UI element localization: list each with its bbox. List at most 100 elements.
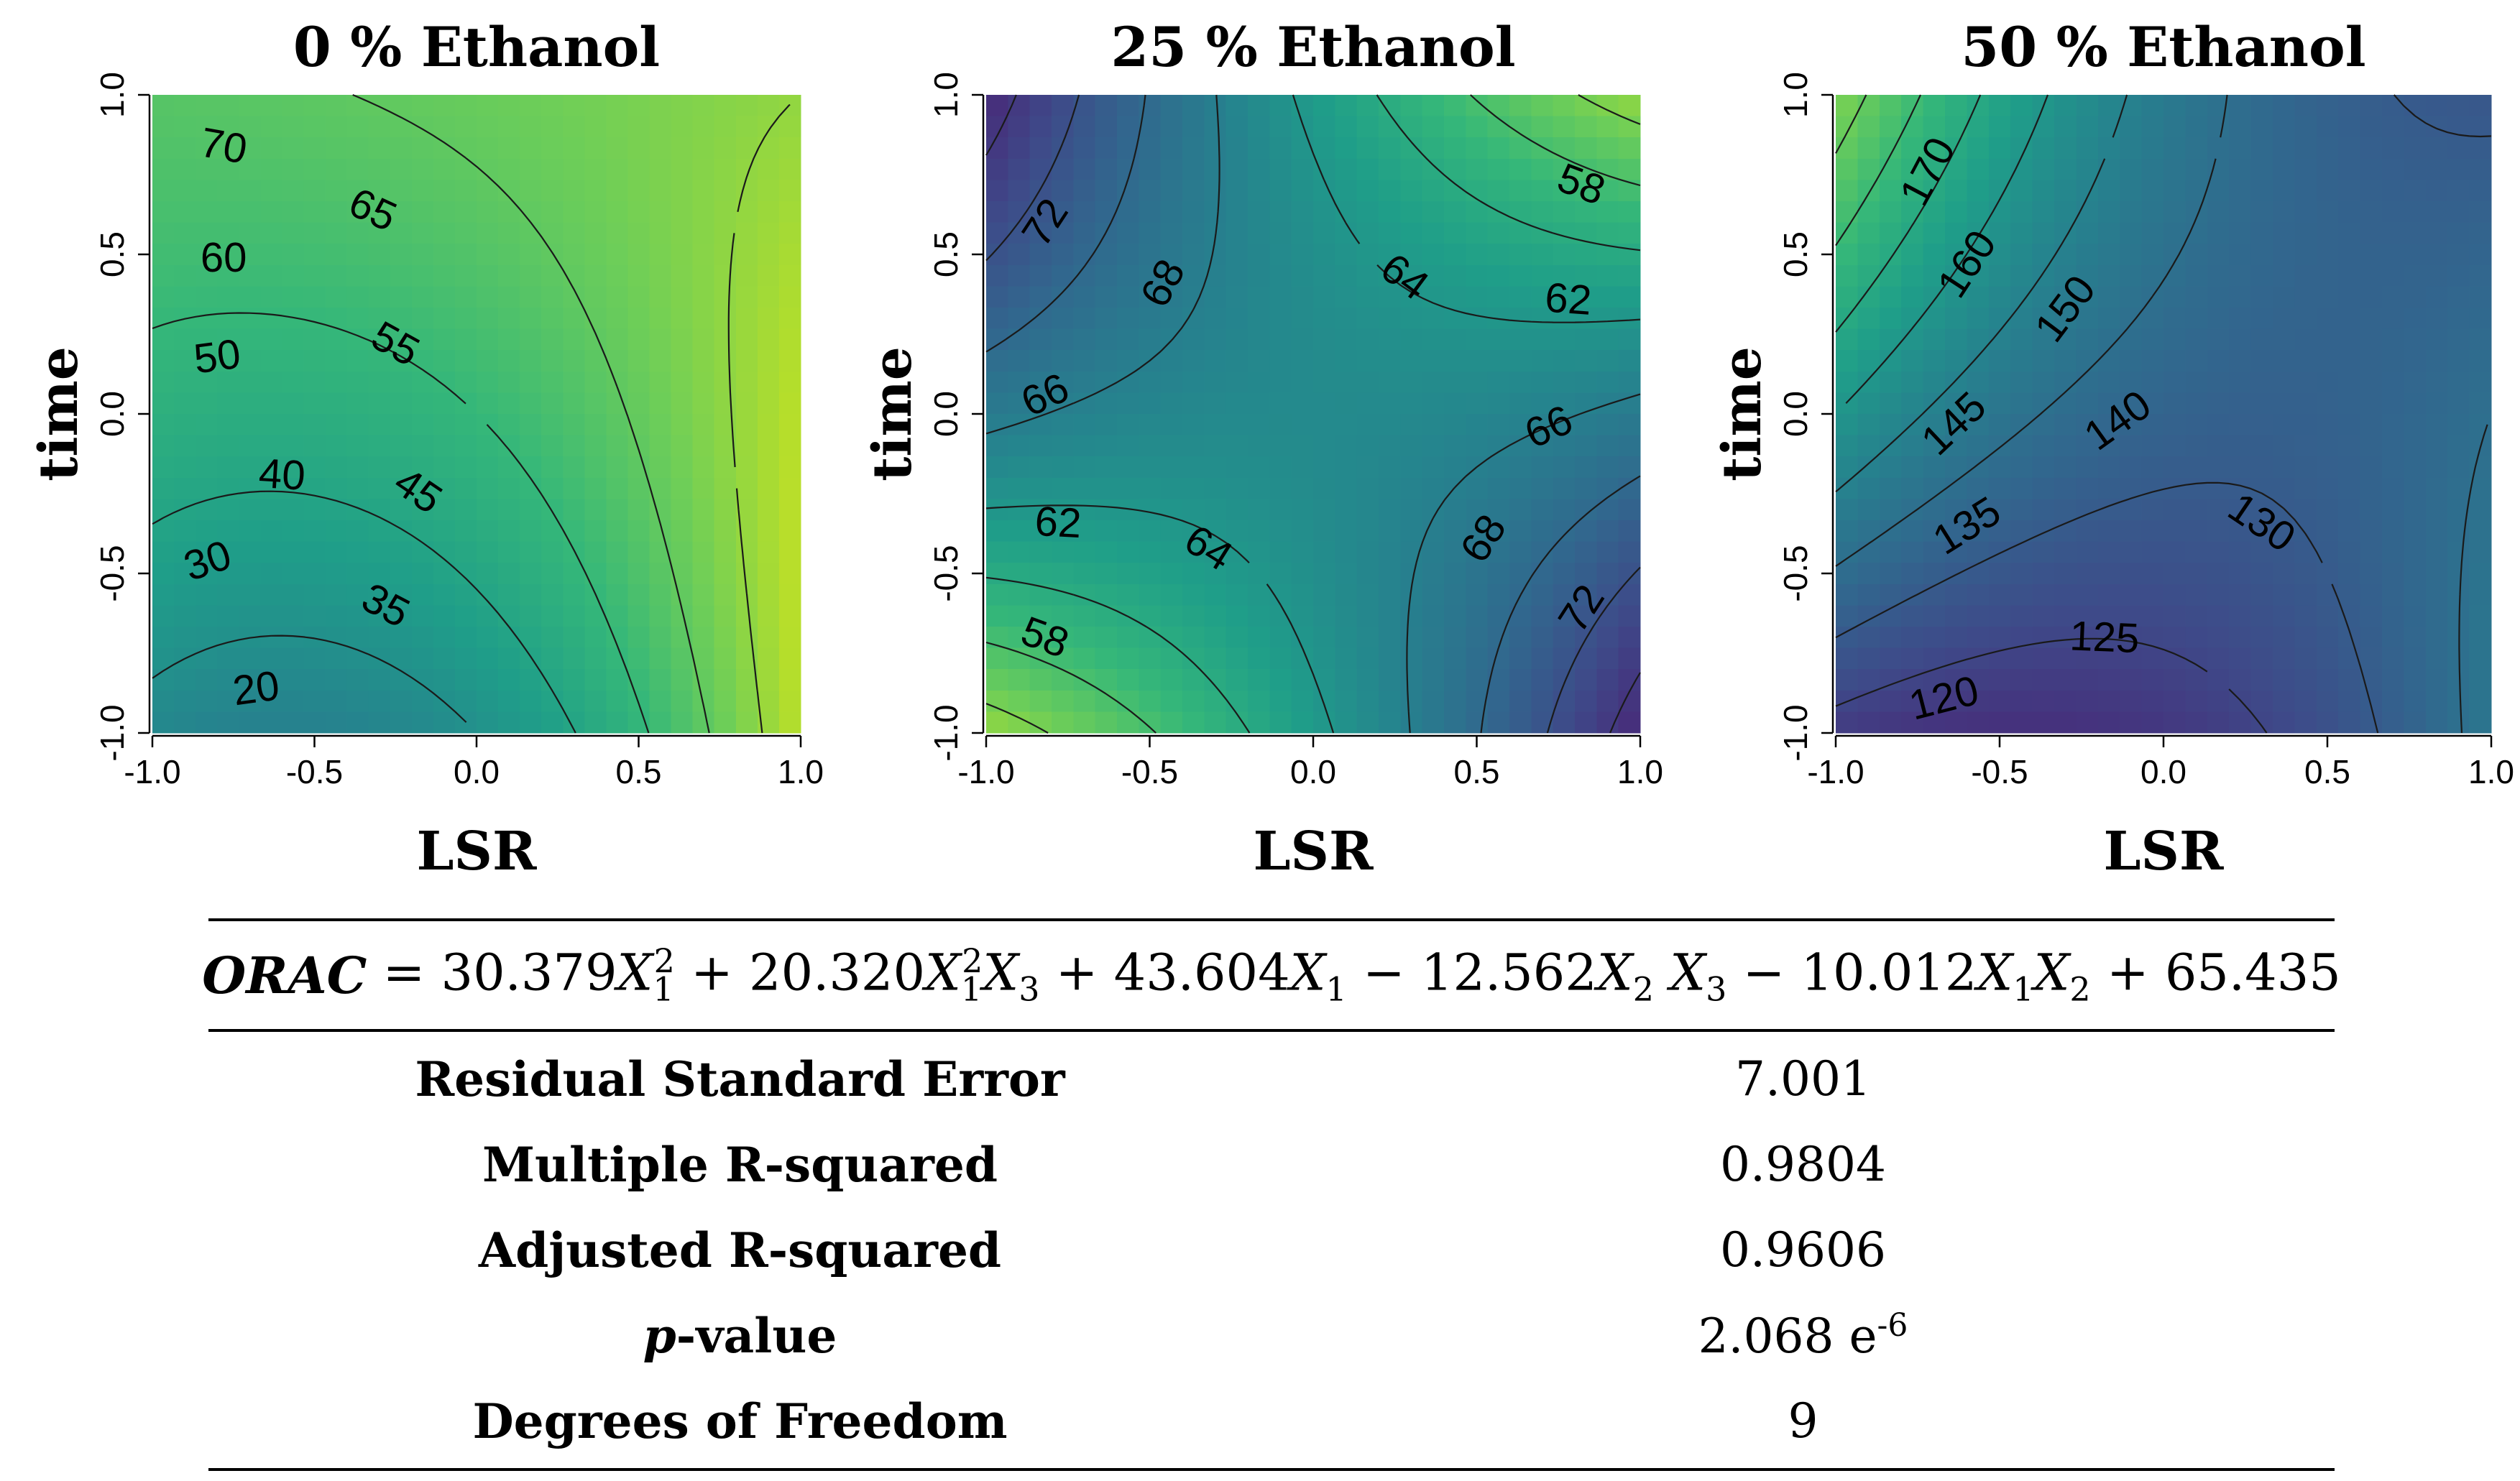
heatmap-cell [282,116,305,138]
heatmap-cell [2316,690,2339,712]
heatmap-cell [692,201,715,223]
heatmap-cell [2032,435,2055,457]
heatmap-cell [1857,308,1880,330]
heatmap-cell [2185,520,2208,543]
heatmap-cell [2097,244,2120,266]
heatmap-cell [986,308,1008,330]
heatmap-cell [520,647,542,670]
contour-line [985,94,1641,734]
heatmap-cell [2316,158,2339,180]
heatmap-cell [1509,264,1532,287]
heatmap-cell [2447,137,2470,160]
heatmap-cell [1509,201,1532,223]
heatmap-cell [1225,520,1248,543]
heatmap-cell [1553,541,1576,563]
heatmap-cell [1139,499,1162,521]
heatmap-cell [1422,308,1445,330]
heatmap-cell [1313,477,1335,499]
heatmap-cell [2250,244,2273,266]
heatmap-cell [239,308,261,330]
heatmap-cell [671,541,694,563]
heatmap-cell [1291,286,1314,308]
heatmap-cell [1073,690,1096,712]
heatmap-cell [196,137,218,160]
y-axis-label: time [1711,346,1773,481]
heatmap-cell [1139,605,1162,627]
heatmap-cell [1836,95,1858,117]
heatmap-cell [541,244,564,266]
heatmap-cell [1857,456,1880,479]
heatmap-cell [325,116,348,138]
heatmap-cell [1444,499,1466,521]
heatmap-cell [1553,116,1576,138]
heatmap-cell [735,669,758,691]
heatmap-cell [649,669,672,691]
heatmap-cell [174,690,196,712]
heatmap-cell [2294,392,2317,415]
heatmap-cell [174,180,196,202]
heatmap-cell [2382,647,2404,670]
heatmap-cell [541,180,564,202]
heatmap-cell [757,435,780,457]
heatmap-cell [1073,563,1096,585]
heatmap-cell [282,180,305,202]
heatmap-cell [1379,308,1401,330]
heatmap-cell [541,541,564,563]
heatmap-cell [2294,137,2317,160]
heatmap-cell [1466,627,1489,649]
heatmap-cell [1379,627,1401,649]
heatmap-cell [2120,201,2143,223]
heatmap-cell [1160,435,1183,457]
heatmap-cell [2382,520,2404,543]
heatmap-cell [1618,264,1641,287]
heatmap-cell [2469,180,2492,202]
heatmap-cell [1029,371,1052,393]
heatmap-cell [1225,244,1248,266]
heatmap-cell [1901,158,1924,180]
heatmap-cell [1988,308,2011,330]
heatmap-cell [282,690,305,712]
heatmap-cell [627,647,650,670]
heatmap-cell [1400,669,1423,691]
heatmap-cell [671,180,694,202]
heatmap-cell [1901,244,1924,266]
heatmap-cell [1575,180,1597,202]
heatmap-cell [2382,158,2404,180]
heatmap-cell [1248,541,1270,563]
heatmap-cell [692,627,715,649]
heatmap-cell [1008,669,1031,691]
heatmap-cell [1945,116,1967,138]
heatmap-cell [2338,541,2361,563]
heatmap-cell [1313,583,1335,606]
heatmap-cell [282,520,305,543]
heatmap-cell [2250,308,2273,330]
heatmap-cell [1531,350,1554,372]
heatmap-cell [1509,222,1532,244]
heatmap-cell [2120,350,2143,372]
heatmap-cell [692,520,715,543]
heatmap-cell [1422,435,1445,457]
heatmap-cell [2316,308,2339,330]
heatmap-cell [196,583,218,606]
y-axis-label: time [862,346,924,481]
heatmap-cell [2404,264,2427,287]
heatmap-cell [606,328,629,351]
heatmap-cell [368,116,391,138]
heatmap-cell [2054,414,2077,436]
heatmap-cell [2097,201,2120,223]
heatmap-cell [1356,414,1379,436]
heatmap-cell [174,563,196,585]
heatmap-cell [1269,328,1292,351]
heatmap-cell [2185,690,2208,712]
heatmap-cell [196,435,218,457]
heatmap-cell [1248,563,1270,585]
x-tick-label: 1.0 [1617,753,1663,790]
heatmap-cell [2360,264,2383,287]
heatmap-cell [1095,414,1118,436]
heatmap-cell [2097,286,2120,308]
heatmap-cell [2469,627,2492,649]
heatmap-cell [1052,158,1074,180]
heatmap-cell [2360,563,2383,585]
heatmap-cell [2250,563,2273,585]
